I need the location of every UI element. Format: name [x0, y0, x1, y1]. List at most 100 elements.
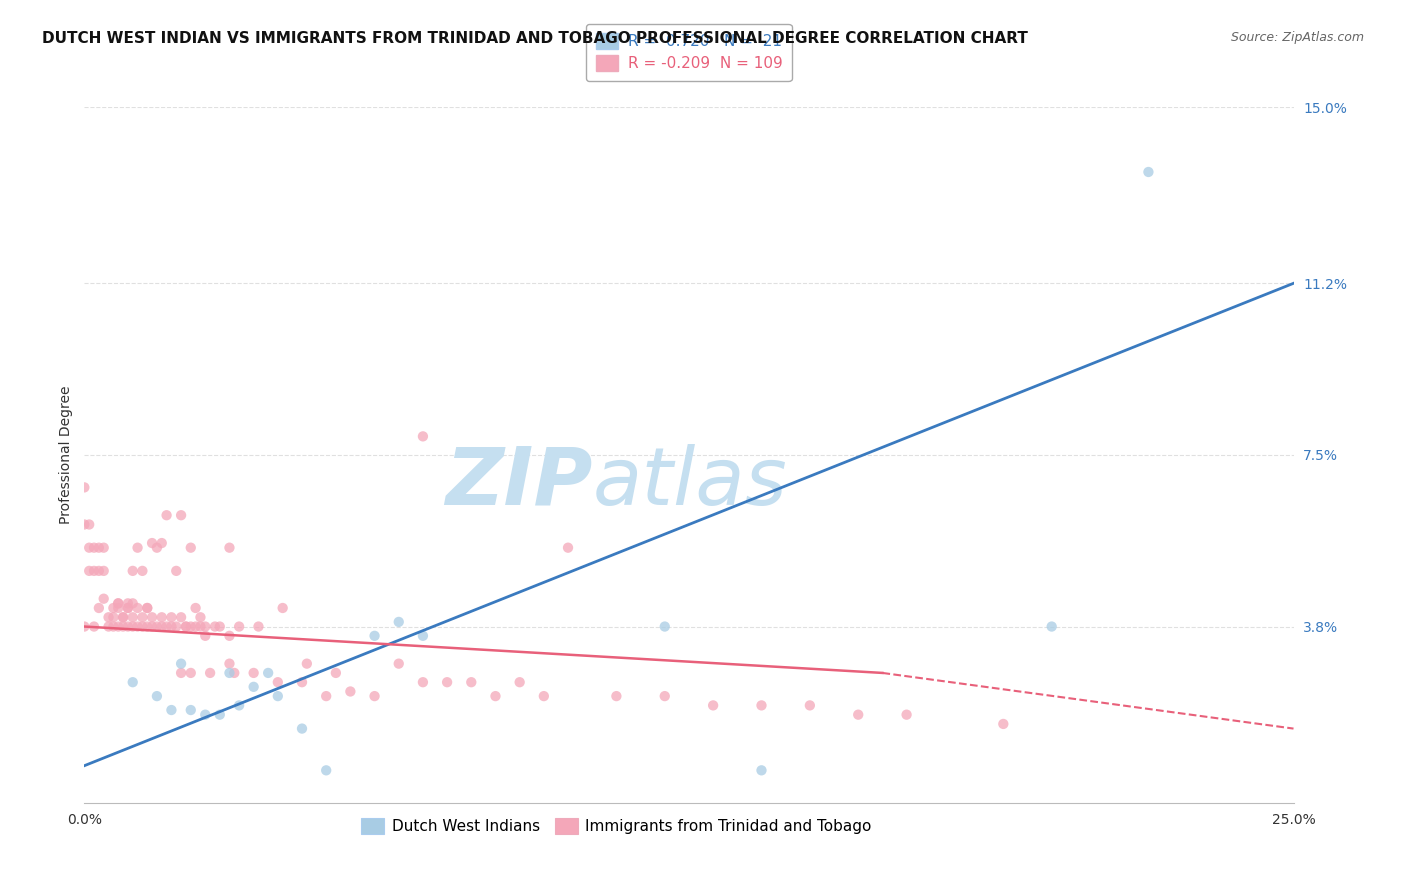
Point: [170, 665, 193, 680]
Point: [180, 619, 202, 633]
Point: [460, 675, 482, 690]
Point: [190, 619, 212, 633]
Point: [605, 689, 627, 703]
Point: [121, 610, 143, 624]
Point: [751, 698, 773, 713]
Point: [218, 541, 240, 555]
Point: [83, 564, 105, 578]
Point: [247, 619, 270, 633]
Point: [150, 610, 173, 624]
Point: [993, 717, 1015, 731]
Point: [228, 619, 250, 633]
Point: [121, 596, 143, 610]
Text: DUTCH WEST INDIAN VS IMMIGRANTS FROM TRINIDAD AND TOBAGO PROFESSIONAL DEGREE COR: DUTCH WEST INDIAN VS IMMIGRANTS FROM TRI…: [42, 31, 1028, 46]
Point: [160, 619, 183, 633]
Point: [436, 675, 458, 690]
Point: [267, 689, 290, 703]
Point: [165, 619, 187, 633]
Point: [412, 629, 434, 643]
Point: [107, 601, 129, 615]
Point: [107, 596, 129, 610]
Point: [136, 601, 159, 615]
Point: [141, 536, 163, 550]
Point: [896, 707, 918, 722]
Point: [170, 508, 193, 523]
Point: [180, 541, 202, 555]
Legend: Dutch West Indians, Immigrants from Trinidad and Tobago: Dutch West Indians, Immigrants from Trin…: [354, 813, 877, 840]
Point: [702, 698, 724, 713]
Point: [194, 619, 217, 633]
Point: [93, 591, 115, 606]
Point: [117, 596, 139, 610]
Point: [218, 665, 240, 680]
Point: [87, 601, 110, 615]
Point: [388, 657, 411, 671]
Point: [388, 615, 411, 629]
Point: [180, 703, 202, 717]
Point: [533, 689, 555, 703]
Point: [242, 680, 264, 694]
Point: [112, 619, 135, 633]
Point: [121, 564, 143, 578]
Point: [93, 564, 115, 578]
Text: atlas: atlas: [592, 443, 787, 522]
Point: [136, 619, 159, 633]
Point: [117, 601, 139, 615]
Point: [224, 665, 246, 680]
Point: [257, 665, 280, 680]
Point: [165, 564, 187, 578]
Text: Source: ZipAtlas.com: Source: ZipAtlas.com: [1230, 31, 1364, 45]
Point: [127, 601, 149, 615]
Point: [103, 601, 125, 615]
Point: [131, 619, 153, 633]
Point: [339, 684, 361, 698]
Point: [363, 689, 385, 703]
Point: [73, 619, 96, 633]
Point: [127, 619, 149, 633]
Point: [146, 619, 169, 633]
Point: [87, 541, 110, 555]
Point: [160, 703, 183, 717]
Point: [77, 541, 100, 555]
Point: [291, 675, 314, 690]
Point: [363, 629, 385, 643]
Text: ZIP: ZIP: [444, 443, 592, 522]
Point: [141, 619, 163, 633]
Point: [73, 480, 96, 494]
Point: [103, 619, 125, 633]
Point: [174, 619, 197, 633]
Point: [136, 601, 159, 615]
Point: [295, 657, 318, 671]
Point: [1137, 165, 1160, 179]
Point: [155, 508, 177, 523]
Point: [141, 610, 163, 624]
Point: [271, 601, 294, 615]
Point: [77, 564, 100, 578]
Point: [73, 517, 96, 532]
Point: [291, 722, 314, 736]
Point: [83, 619, 105, 633]
Point: [654, 619, 676, 633]
Point: [155, 619, 177, 633]
Point: [77, 517, 100, 532]
Point: [160, 610, 183, 624]
Point: [799, 698, 821, 713]
Point: [180, 665, 202, 680]
Point: [131, 610, 153, 624]
Point: [112, 610, 135, 624]
Point: [97, 619, 120, 633]
Point: [208, 619, 231, 633]
Point: [412, 675, 434, 690]
Point: [557, 541, 579, 555]
Point: [1040, 619, 1063, 633]
Point: [150, 536, 173, 550]
Point: [112, 610, 135, 624]
Point: [194, 707, 217, 722]
Point: [315, 689, 337, 703]
Point: [103, 610, 125, 624]
Point: [315, 764, 337, 778]
Point: [131, 564, 153, 578]
Point: [228, 698, 250, 713]
Point: [174, 619, 197, 633]
Point: [184, 619, 207, 633]
